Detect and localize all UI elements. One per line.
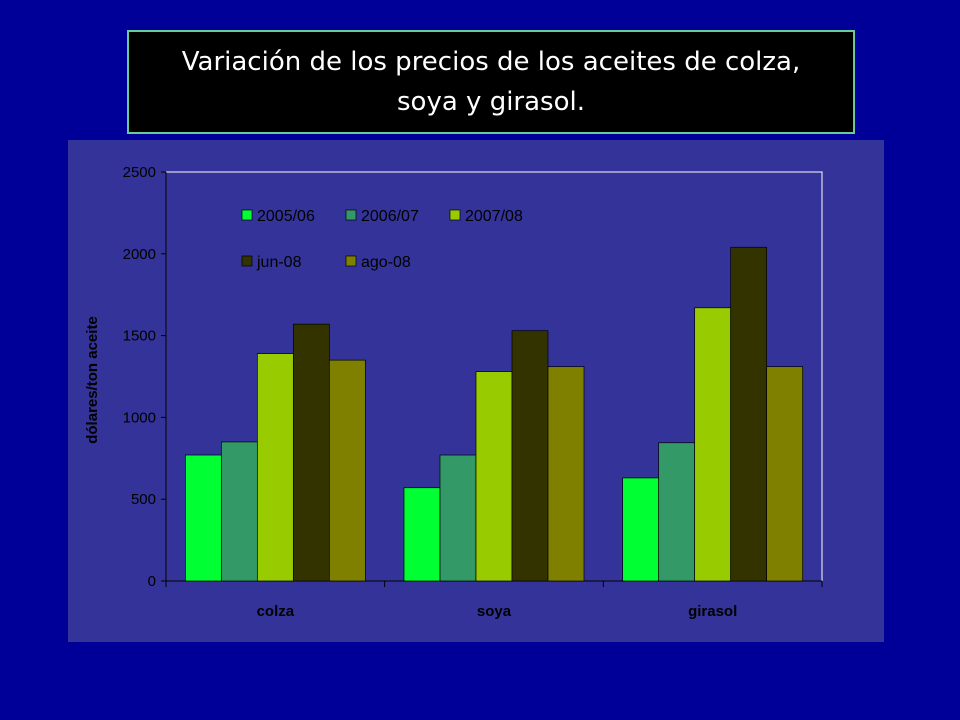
legend-swatch — [241, 255, 253, 267]
y-tick-label: 500 — [131, 491, 156, 508]
bar-girasol-2006/07 — [658, 442, 696, 582]
y-axis-title: dólares/ton aceite — [84, 316, 101, 444]
y-axis: 0 500 1000 1500 2000 2500 — [123, 164, 167, 590]
title-box: Variación de los precios de los aceites … — [127, 30, 855, 134]
legend-label: jun-08 — [256, 254, 302, 271]
bar-colza-jun-08 — [292, 323, 330, 582]
legend-label: 2007/08 — [465, 208, 523, 225]
chart-title-line-1: Variación de los precios de los aceites … — [181, 47, 801, 77]
bar-colza-2007/08 — [256, 353, 294, 582]
chart-panel: 0 500 1000 1500 2000 2500 colza soya girasol 20… — [68, 140, 884, 642]
x-category-label: colza — [257, 603, 295, 620]
bar-soya-jun-08 — [511, 330, 549, 582]
bar-soya-2007/08 — [475, 371, 513, 582]
bar-girasol-jun-08 — [730, 246, 768, 582]
legend: 2005/06 2006/07 2007/08 jun-08 ago-08 — [241, 208, 523, 271]
legend-swatch — [345, 209, 357, 221]
bar-colza-2005/06 — [184, 454, 222, 582]
legend-label: 2006/07 — [361, 208, 419, 225]
bar-soya-2006/07 — [439, 454, 477, 582]
y-tick-label: 2000 — [123, 246, 156, 263]
y-tick-label: 0 — [148, 573, 156, 590]
y-tick-label: 2500 — [123, 164, 156, 181]
legend-label: 2005/06 — [257, 208, 315, 225]
x-category-label: girasol — [688, 603, 737, 620]
bar-soya-2005/06 — [403, 487, 441, 582]
x-category-label: soya — [477, 603, 512, 620]
chart-title-line-2: soya y girasol. — [397, 87, 585, 117]
bar-girasol-ago-08 — [766, 366, 804, 582]
bar-colza-2006/07 — [220, 441, 258, 582]
bars — [184, 246, 804, 582]
y-tick-label: 1500 — [123, 328, 156, 345]
bar-girasol-2007/08 — [694, 307, 732, 582]
bar-soya-ago-08 — [547, 366, 585, 582]
bar-girasol-2005/06 — [622, 477, 660, 582]
legend-label: ago-08 — [361, 254, 411, 271]
legend-swatch — [241, 209, 253, 221]
bar-chart: 0 500 1000 1500 2000 2500 colza soya girasol 20… — [84, 164, 823, 620]
bar-colza-ago-08 — [328, 359, 366, 582]
x-axis: colza soya girasol — [165, 580, 823, 620]
legend-swatch — [345, 255, 357, 267]
y-tick-label: 1000 — [123, 409, 156, 426]
legend-swatch — [449, 209, 461, 221]
